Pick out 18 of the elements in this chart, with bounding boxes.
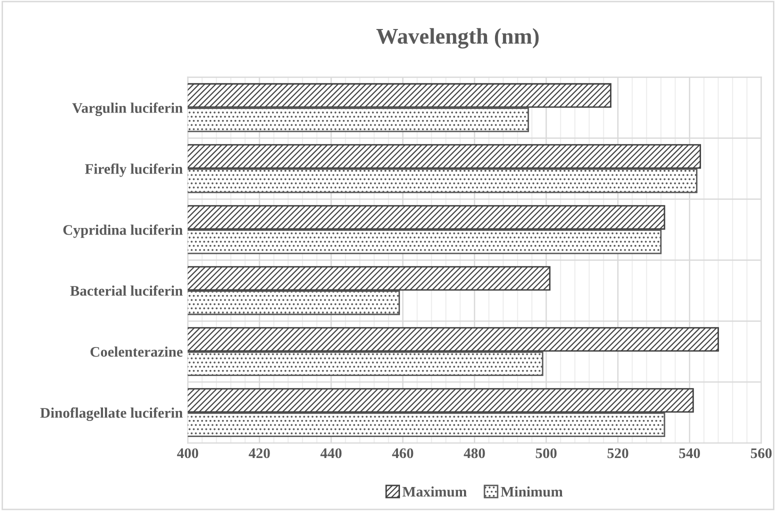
x-tick-label: 440	[320, 448, 342, 458]
y-tick-label: Dinoflagellate luciferin	[40, 407, 183, 421]
legend-label: Maximum	[402, 486, 467, 497]
x-tick-label: 400	[177, 448, 198, 458]
y-tick-label: Cypridina luciferin	[63, 224, 183, 238]
x-tick-label: 520	[608, 448, 628, 458]
y-tick-label: Coelenterazine	[90, 346, 183, 357]
x-tick-label: 500	[536, 448, 557, 458]
legend-label: Minimum	[500, 486, 563, 497]
x-tick-label: 480	[464, 448, 485, 458]
y-tick-label: Firefly luciferin	[85, 163, 183, 177]
x-tick-label: 460	[392, 448, 414, 458]
y-tick-label: Vargulin luciferin	[72, 102, 183, 116]
y-tick-label: Bacterial luciferin	[70, 285, 183, 296]
chart-title: Wavelength (nm)	[376, 28, 539, 48]
x-tick-label: 560	[750, 448, 772, 458]
x-tick-label: 540	[679, 448, 700, 458]
x-tick-label: 420	[248, 448, 270, 458]
